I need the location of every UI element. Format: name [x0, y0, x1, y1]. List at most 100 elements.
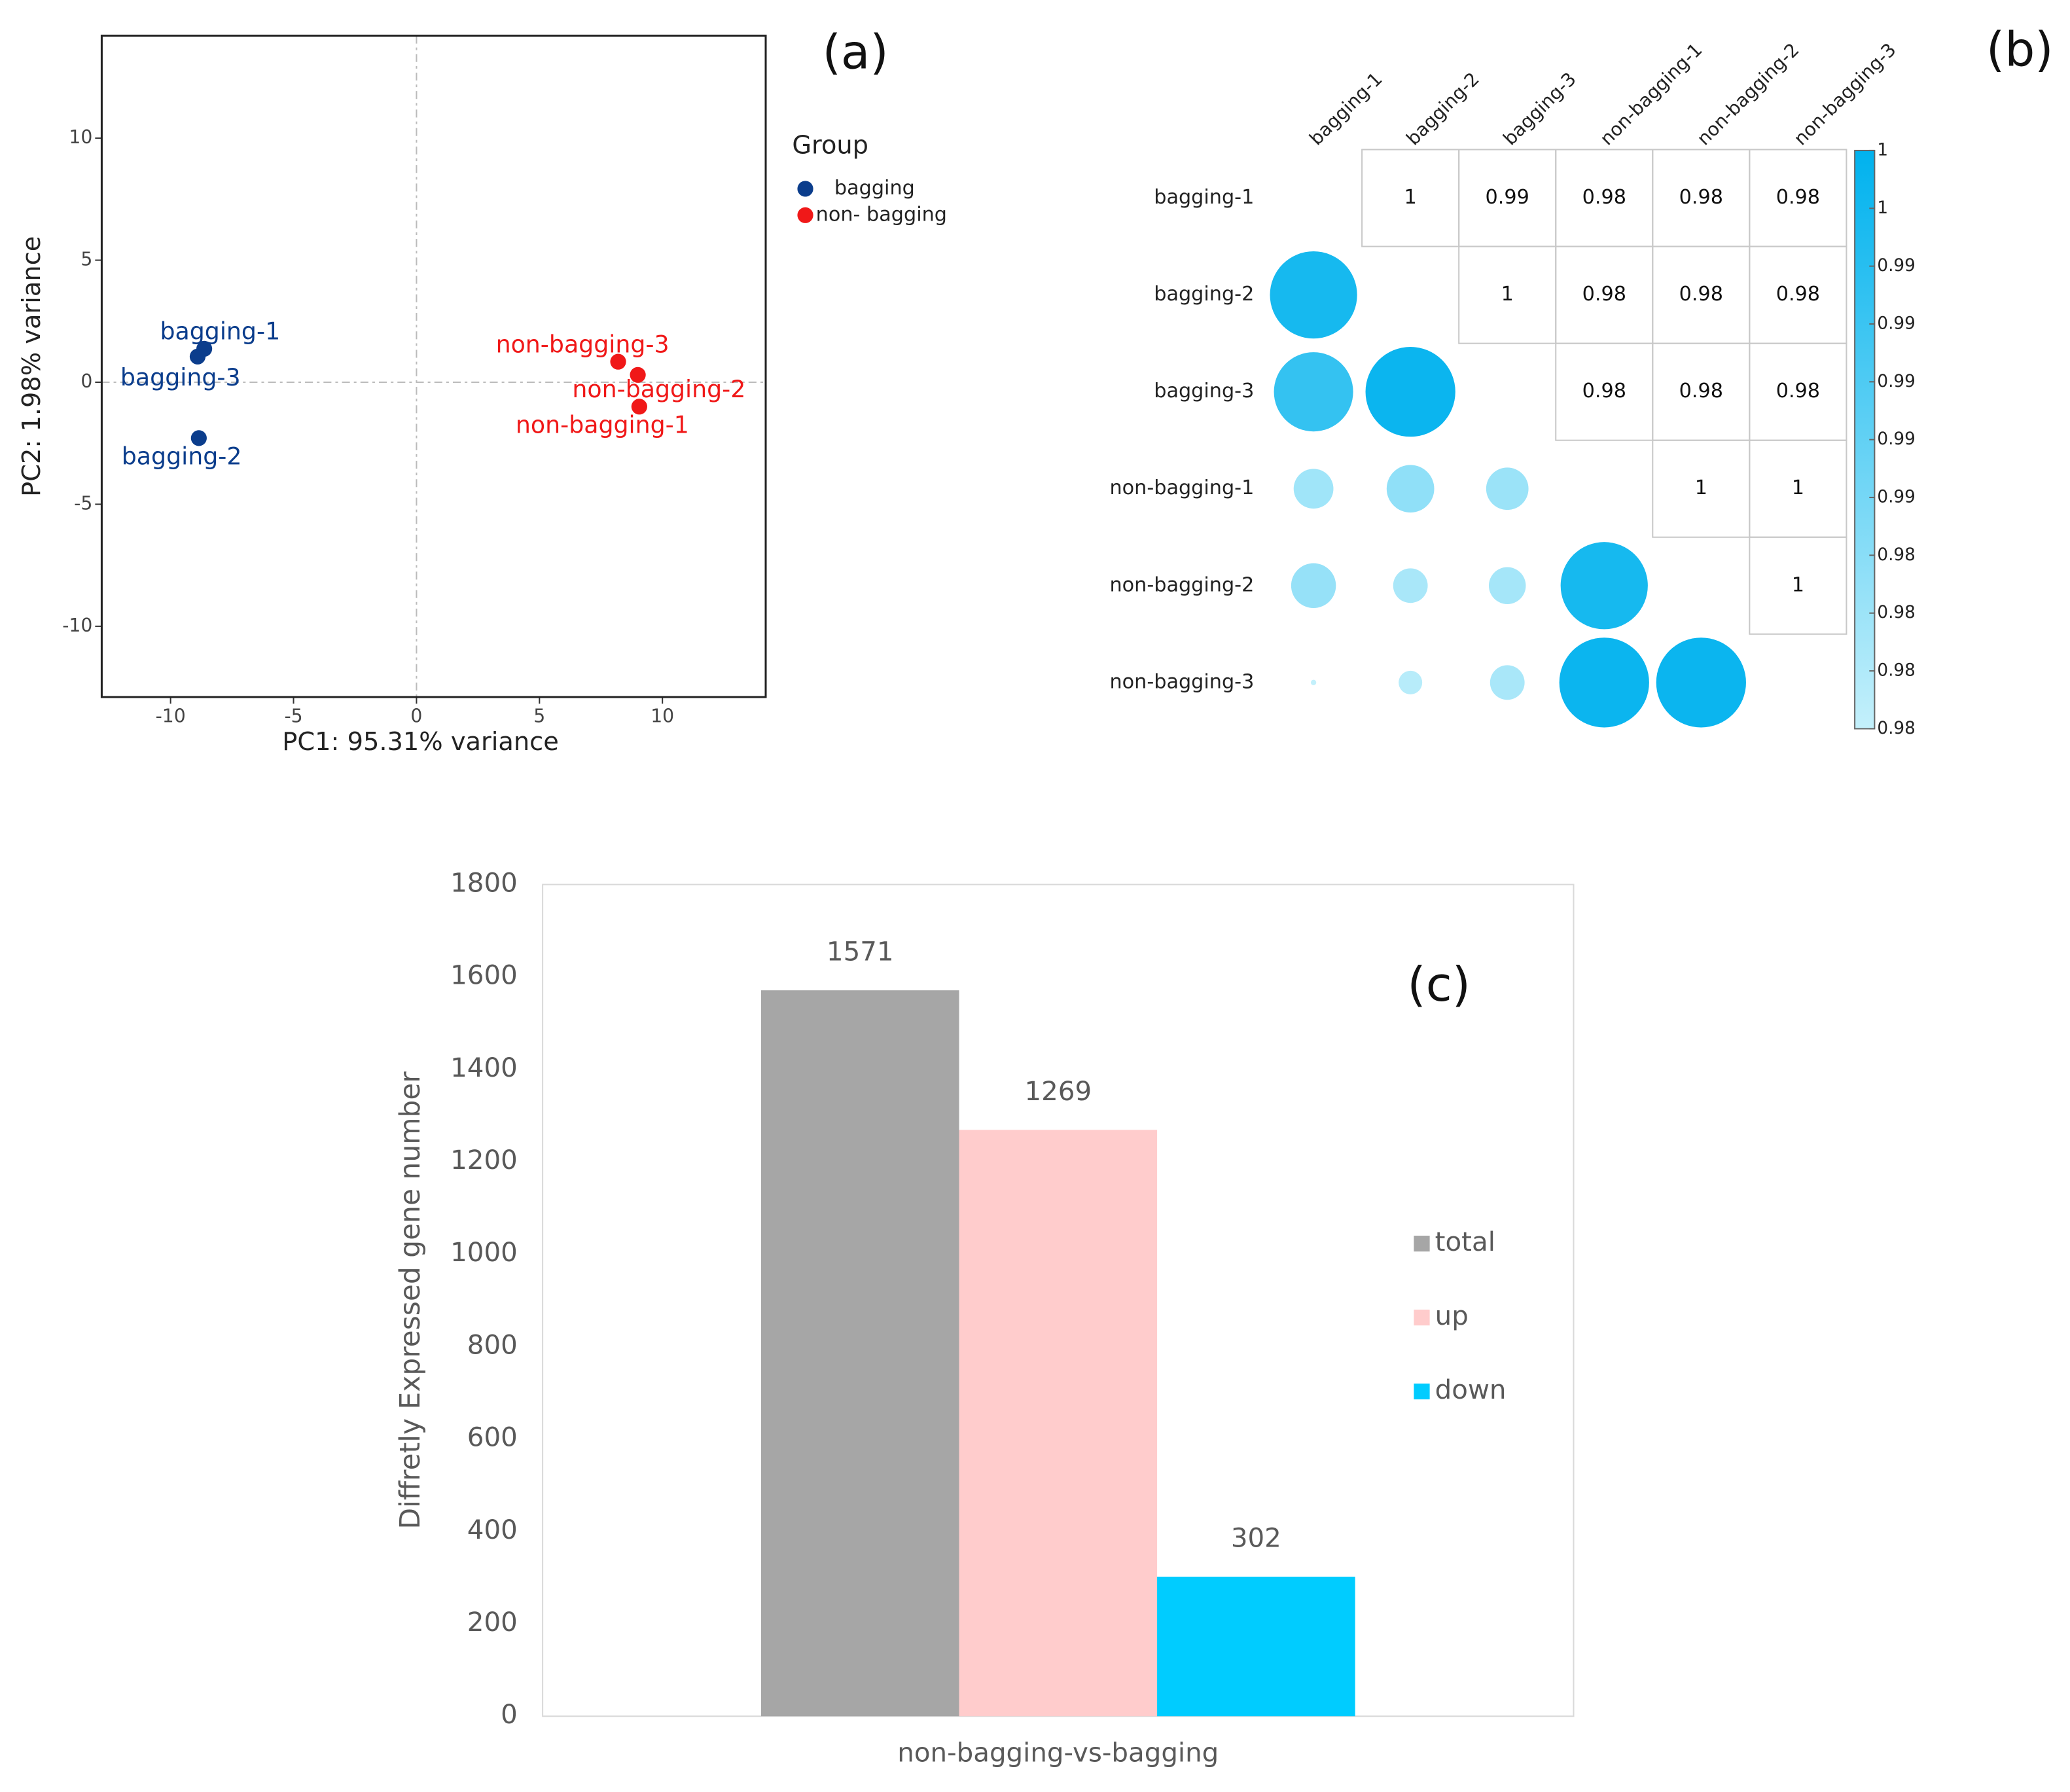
legend-swatch — [1414, 1235, 1430, 1252]
point — [631, 399, 647, 415]
colorbar-tick-label: 0.98 — [1877, 719, 1915, 738]
corr-circle — [1486, 467, 1529, 511]
y-tick-label: 0 — [501, 1699, 518, 1730]
legend-swatch — [1414, 1309, 1430, 1326]
corr-circle — [1490, 665, 1525, 700]
cell-value: 0.98 — [1776, 380, 1820, 403]
point-label: non-bagging-3 — [496, 330, 669, 358]
y-tick-label: 1000 — [450, 1237, 518, 1268]
point-label: bagging-1 — [160, 317, 280, 346]
point — [189, 348, 206, 365]
colorbar-tick-label: 0.99 — [1877, 372, 1915, 391]
y-tick-label: 200 — [467, 1607, 518, 1638]
corr-circle — [1310, 679, 1317, 686]
row-label: bagging-2 — [1154, 283, 1254, 306]
corr-circle — [1291, 563, 1336, 609]
y-tick-label: 5 — [80, 249, 92, 270]
corr-circle — [1274, 352, 1353, 432]
colorbar-tick-label: 1 — [1877, 140, 1888, 160]
plot-frame — [100, 34, 767, 698]
cell-value: 1 — [1792, 476, 1804, 499]
cell-value: 0.98 — [1679, 380, 1723, 403]
corr-circle — [1365, 347, 1455, 437]
row-label: non-bagging-1 — [1109, 476, 1254, 499]
cell-value: 0.98 — [1582, 380, 1626, 403]
y-tick-label: -5 — [74, 492, 92, 514]
colorbar-tick-label: 0.99 — [1877, 488, 1915, 507]
colorbar-tick-label: 1 — [1877, 198, 1888, 218]
corr-circle — [1399, 670, 1423, 694]
panel-label: (c) — [1407, 958, 1471, 1012]
panel-label: (b) — [1986, 23, 2054, 78]
bar — [1157, 1577, 1355, 1717]
y-tick-label: 400 — [467, 1514, 518, 1545]
cell-value: 0.98 — [1776, 186, 1820, 209]
cell-value: 1 — [1695, 476, 1707, 499]
y-tick-label: 0 — [80, 370, 92, 392]
corr-circle — [1560, 542, 1648, 630]
colorbar-tick-label: 0.98 — [1877, 661, 1915, 681]
y-tick-label: 600 — [467, 1422, 518, 1453]
x-axis-label: PC1: 95.31% variance — [282, 727, 559, 757]
legend-title: Group — [792, 130, 868, 160]
colorbar-tick-label: 0.98 — [1877, 603, 1915, 622]
y-tick-label: 800 — [467, 1329, 518, 1360]
corr-circle — [1270, 251, 1357, 339]
x-tick-label: 0 — [410, 705, 422, 726]
legend-marker — [797, 207, 813, 223]
corr-circle — [1488, 567, 1526, 605]
cell-value: 0.98 — [1776, 283, 1820, 306]
cell-value: 0.99 — [1486, 186, 1529, 209]
bar — [760, 990, 959, 1717]
panel-label: (a) — [823, 26, 889, 81]
corr-circle — [1393, 568, 1428, 603]
data-label: 302 — [1231, 1523, 1281, 1554]
point-label: bagging-2 — [122, 442, 242, 471]
y-tick-label: 1400 — [450, 1052, 518, 1083]
point-label: bagging-3 — [120, 363, 241, 391]
corr-circle — [1386, 465, 1435, 513]
legend-label: up — [1435, 1300, 1469, 1331]
y-axis-label: PC2: 1.98% variance — [17, 236, 46, 497]
data-label: 1269 — [1024, 1076, 1092, 1107]
y-axis-label: Diffretly Expressed gene number — [394, 1071, 426, 1530]
bar — [959, 1130, 1158, 1717]
cell-value: 0.98 — [1679, 186, 1723, 209]
colorbar-tick-label: 0.99 — [1877, 256, 1915, 276]
corr-circle — [1656, 637, 1746, 728]
legend-label: non- bagging — [816, 203, 947, 226]
legend-label: down — [1435, 1374, 1507, 1405]
x-tick-label: 10 — [651, 705, 674, 726]
corr-circle — [1559, 637, 1649, 728]
colorbar-tick-label: 0.99 — [1877, 314, 1915, 333]
colorbar-tick-label: 0.98 — [1877, 545, 1915, 565]
point — [630, 367, 646, 383]
point-label: non-bagging-1 — [516, 411, 689, 439]
legend-label: total — [1435, 1227, 1495, 1257]
y-tick-label: 1200 — [450, 1145, 518, 1175]
row-label: non-bagging-3 — [1109, 670, 1254, 693]
cell-value: 0.98 — [1679, 283, 1723, 306]
legend-label: bagging — [834, 177, 915, 200]
legend-swatch — [1414, 1383, 1430, 1400]
point — [610, 353, 626, 370]
cell-value: 1 — [1792, 573, 1804, 596]
legend-marker — [797, 181, 813, 197]
colorbar-tick-label: 0.99 — [1877, 429, 1915, 449]
y-tick-label: 10 — [69, 126, 92, 148]
y-tick-label: 1800 — [450, 867, 518, 898]
cell-value: 1 — [1501, 283, 1514, 306]
row-label: bagging-3 — [1154, 380, 1254, 403]
x-tick-label: non-bagging-vs-bagging — [897, 1738, 1219, 1768]
cell-value: 0.98 — [1582, 186, 1626, 209]
y-tick-label: 1600 — [450, 960, 518, 991]
corr-circle — [1293, 469, 1334, 509]
data-label: 1571 — [827, 937, 894, 967]
x-tick-label: 5 — [533, 705, 545, 726]
y-tick-label: -10 — [62, 615, 92, 636]
point — [190, 430, 207, 446]
x-tick-label: -10 — [156, 705, 186, 726]
cell-border — [1749, 536, 1847, 635]
